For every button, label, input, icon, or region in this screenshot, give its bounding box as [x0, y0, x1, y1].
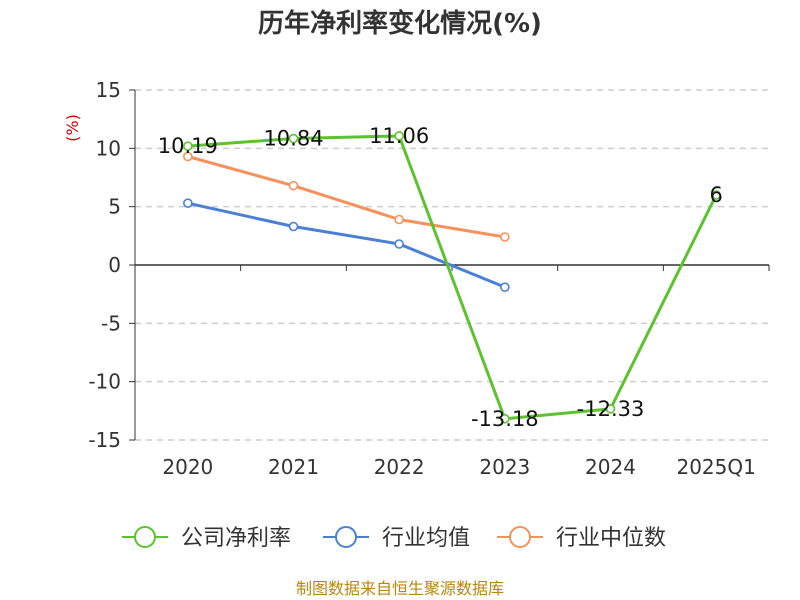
- x-tick-label: 2020: [162, 455, 213, 479]
- x-tick-label: 2022: [374, 455, 425, 479]
- data-label: 11.06: [369, 124, 429, 148]
- x-tick-label: 2024: [585, 455, 636, 479]
- chart-title: 历年净利率变化情况(%): [258, 8, 542, 39]
- y-tick-label: -15: [88, 428, 121, 452]
- y-tick-label: 5: [108, 195, 121, 219]
- data-label: -13.18: [471, 407, 539, 431]
- data-point: [500, 413, 510, 424]
- data-point: [394, 239, 404, 249]
- legend-label: 公司净利率: [181, 526, 291, 551]
- y-tick-label: 0: [108, 253, 121, 277]
- data-label: 6: [709, 183, 722, 207]
- legend-label: 行业中位数: [556, 526, 666, 551]
- legend-marker-icon: [509, 526, 531, 548]
- data-point: [500, 232, 510, 242]
- y-tick-label: -5: [101, 311, 121, 335]
- series-line: [187, 155, 506, 239]
- grid-lines: [135, 89, 769, 441]
- data-point: [394, 214, 404, 225]
- y-tick-label: -10: [88, 370, 121, 394]
- series-line: [187, 134, 718, 421]
- legend-item[interactable]: 行业均值: [323, 526, 470, 551]
- data-point: [605, 404, 616, 414]
- data-label: 10.84: [263, 127, 323, 151]
- legend-marker-icon: [134, 526, 156, 548]
- legend: 公司净利率 行业均值 行业中位数: [122, 526, 666, 551]
- data-point: [288, 221, 299, 232]
- axes: 15 10 5 0 -5 -10 -15 2020 2021 2022 2023 2024 2025Q1: [88, 78, 770, 479]
- series-line: [187, 201, 506, 289]
- y-axis-unit-label: (%): [63, 114, 82, 142]
- data-point: [288, 180, 299, 191]
- x-tick-label: 2023: [479, 455, 530, 479]
- data-point: [500, 282, 510, 292]
- data-labels: 10.19 10.84 11.06 -13.18 -12.33 6: [158, 124, 723, 431]
- legend-marker-icon: [335, 526, 357, 548]
- data-label: 10.19: [158, 134, 218, 158]
- data-point: [183, 151, 193, 162]
- x-tick-label: 2021: [268, 455, 319, 479]
- y-tick-label: 10: [96, 136, 121, 160]
- source-note: 制图数据来自恒生聚源数据库: [296, 579, 504, 598]
- legend-item[interactable]: 行业中位数: [497, 526, 666, 551]
- data-point: [288, 133, 299, 144]
- data-label: -12.33: [577, 397, 645, 421]
- x-tick-label: 2025Q1: [676, 455, 755, 479]
- data-point: [183, 141, 193, 151]
- data-point: [711, 190, 721, 200]
- data-point: [183, 198, 193, 208]
- series-lines: [183, 131, 721, 424]
- legend-label: 行业均值: [382, 526, 470, 551]
- y-tick-label: 15: [96, 78, 121, 102]
- legend-item[interactable]: 公司净利率: [122, 526, 291, 551]
- data-point: [394, 131, 404, 141]
